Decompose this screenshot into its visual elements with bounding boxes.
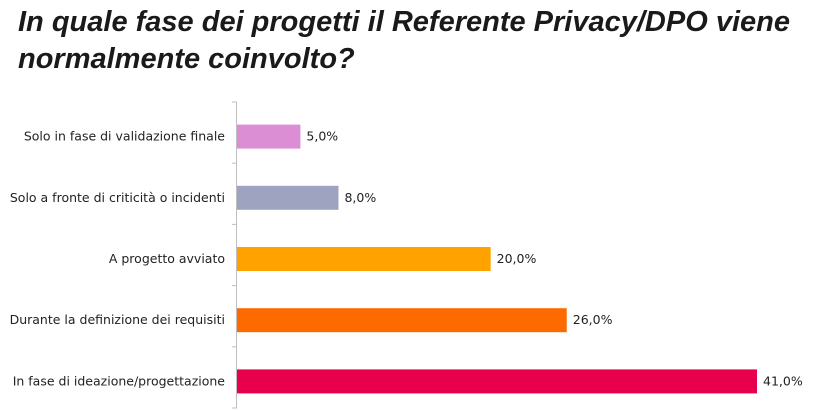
bar [237,124,301,149]
value-label: 20,0% [497,251,537,266]
value-label: 41,0% [763,373,803,388]
bar [237,308,567,333]
category-label: In fase di ideazione/progettazione [13,373,226,388]
bar [237,247,491,271]
value-label: 8,0% [344,190,376,205]
value-label: 26,0% [573,312,613,327]
chart-title: In quale fase dei progetti il Referente … [18,6,790,75]
category-label: Solo in fase di validazione finale [24,129,225,144]
category-label: Solo a fronte di criticità o incidenti [10,190,225,205]
bar [237,185,339,210]
value-label: 5,0% [306,129,338,144]
bar [237,369,757,394]
category-label: A progetto avviato [109,251,225,266]
category-label: Durante la definizione dei requisiti [10,312,225,327]
